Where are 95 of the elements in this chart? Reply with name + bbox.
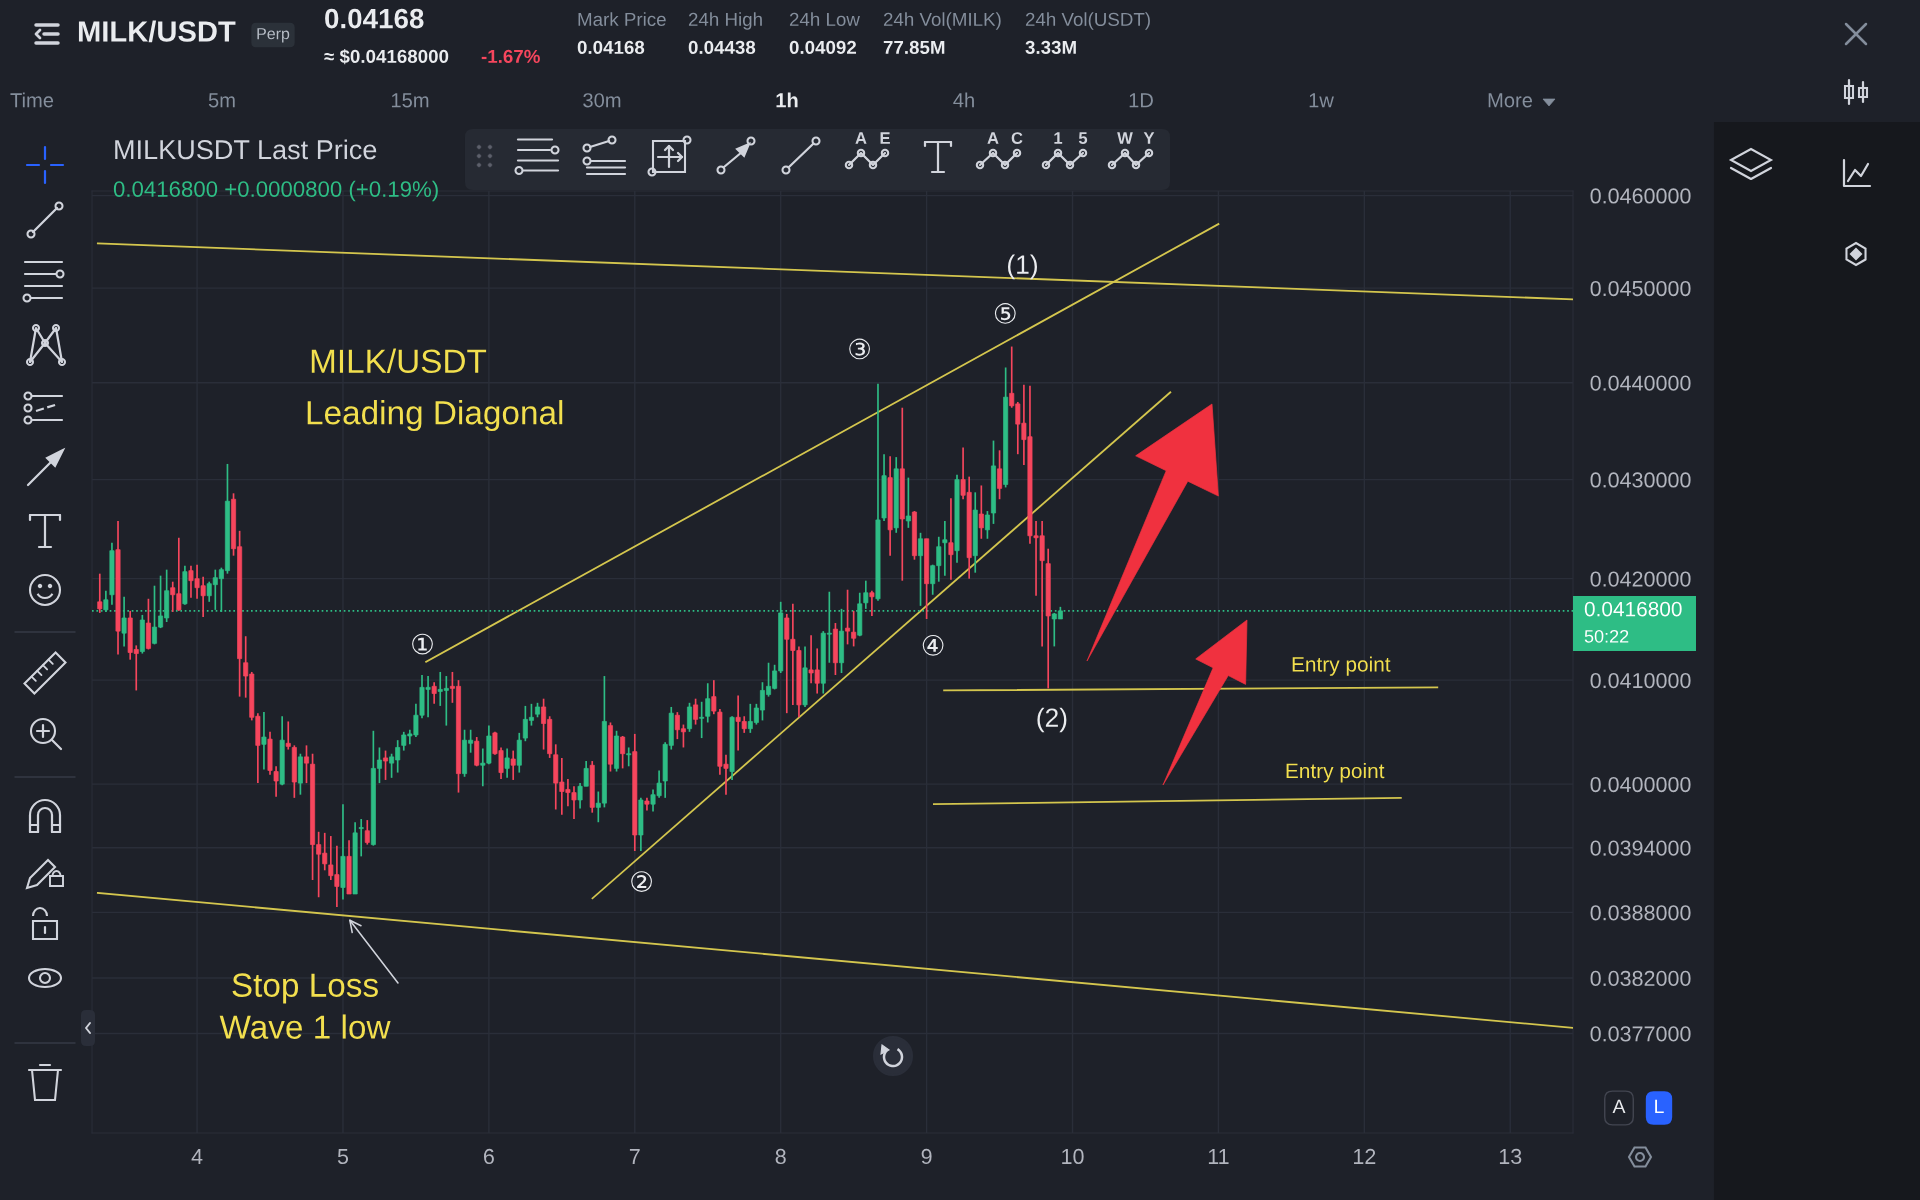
x-tick-label: 4 — [191, 1149, 203, 1164]
text: -1.67% — [481, 49, 540, 64]
annotation: ③ — [849, 338, 870, 360]
text: More — [1488, 93, 1533, 108]
y-tick-label: 0.0394000 — [1590, 840, 1691, 856]
annotation: ④ — [922, 634, 944, 656]
x-tick-label: 7 — [629, 1149, 640, 1164]
text: MILKUSDT Last Price — [115, 139, 377, 160]
text: 0.04438 — [688, 40, 756, 55]
candlestick — [978, 484, 984, 540]
candlestick — [431, 681, 437, 705]
text: 30m — [583, 93, 621, 108]
candlestick — [705, 682, 711, 724]
y-tick-label: 0.0382000 — [1590, 970, 1691, 987]
annotation: Entry point — [1286, 762, 1385, 783]
text: Time — [10, 92, 54, 108]
text: Leading Diagonal — [307, 400, 563, 432]
annotation: (1) — [1008, 254, 1037, 280]
ref-line-label: 0.0416800 — [1584, 601, 1682, 617]
annotation: ② — [631, 871, 652, 892]
y-tick-label: 0.0388000 — [1590, 905, 1691, 921]
text: Mark Price — [578, 12, 666, 27]
text: 3.33M — [1025, 40, 1076, 55]
y-tick-label: 0.0440000 — [1590, 375, 1691, 391]
annotation: ⑤ — [994, 303, 1016, 324]
text: 50:22 — [1584, 629, 1629, 643]
y-tick-label: 0.0377000 — [1590, 1026, 1691, 1042]
y-tick-label: 0.0460000 — [1590, 188, 1691, 204]
candlestick — [510, 749, 516, 781]
text: Perp — [257, 28, 290, 43]
x-tick-label: 10 — [1062, 1148, 1084, 1165]
candlestick — [364, 819, 370, 846]
annotation: Entry point — [1292, 656, 1391, 676]
candlestick — [687, 701, 692, 733]
candlestick — [851, 610, 857, 648]
candlestick — [845, 588, 851, 646]
x-tick-label: 5 — [337, 1149, 349, 1165]
x-tick-label: 13 — [1499, 1148, 1522, 1165]
text: 1w — [1309, 93, 1334, 108]
y-tick-label: 0.0420000 — [1590, 571, 1691, 587]
text: L — [1655, 1099, 1664, 1114]
text: 1h — [776, 92, 798, 108]
y-tick-label: 0.0400000 — [1590, 776, 1691, 793]
text: 24h Vol(USDT) — [1025, 12, 1150, 30]
text: 4h — [953, 92, 974, 108]
text: A C — [987, 132, 1023, 144]
y-tick-label: 0.0410000 — [1590, 672, 1691, 689]
annotation: (2) — [1037, 707, 1067, 733]
text: 24h Low — [789, 12, 860, 27]
text: 77.85M — [883, 40, 945, 55]
text: 15m — [391, 93, 429, 108]
text: 5m — [208, 93, 235, 108]
y-tick-label: 0.0450000 — [1590, 280, 1691, 297]
candlestick — [942, 520, 948, 577]
candlestick — [285, 720, 291, 751]
text: 0.04168 — [577, 40, 645, 55]
candlestick — [273, 765, 279, 798]
x-tick-label: 6 — [483, 1148, 494, 1165]
candlestick — [948, 497, 954, 581]
candlestick — [699, 700, 705, 739]
candlestick — [997, 449, 1003, 501]
x-tick-label: 8 — [775, 1148, 786, 1165]
candlestick — [905, 476, 911, 529]
text: 24h Vol(MILK) — [883, 12, 1001, 30]
text: 1D — [1129, 93, 1153, 108]
text: 24h High — [688, 12, 762, 30]
text: 0.04168 — [325, 8, 424, 29]
x-tick-label: 9 — [921, 1148, 932, 1165]
candlestick — [97, 572, 103, 614]
x-tick-label: 12 — [1354, 1148, 1376, 1164]
text: ≈ $0.04168000 — [324, 48, 449, 65]
candlestick — [620, 735, 626, 770]
y-tick-label: 0.0430000 — [1590, 472, 1691, 488]
text: 0.04092 — [789, 40, 857, 55]
candlestick — [121, 595, 127, 648]
text: MILK/USDT — [311, 348, 487, 374]
annotation: 0.0416800 +0.0000800 (+0.19%) — [113, 180, 438, 202]
candlestick — [383, 749, 388, 781]
candlestick — [261, 711, 267, 771]
text: W Y — [1117, 132, 1155, 144]
text: A — [1612, 1099, 1626, 1114]
text: A E — [855, 132, 890, 144]
text: MILK/USDT — [78, 20, 236, 43]
candlestick — [626, 746, 632, 768]
candlestick — [693, 697, 699, 726]
annotation: ① — [412, 633, 433, 655]
candlestick — [504, 747, 510, 779]
text: 1 5 — [1054, 132, 1088, 144]
annotation: Stop Loss Wave 1 low — [219, 973, 391, 1039]
x-tick-label: 11 — [1208, 1149, 1229, 1164]
candlestick — [918, 531, 923, 607]
candlestick — [869, 589, 875, 617]
candlestick — [304, 744, 309, 784]
candlestick — [984, 510, 990, 540]
candlestick — [358, 818, 364, 858]
